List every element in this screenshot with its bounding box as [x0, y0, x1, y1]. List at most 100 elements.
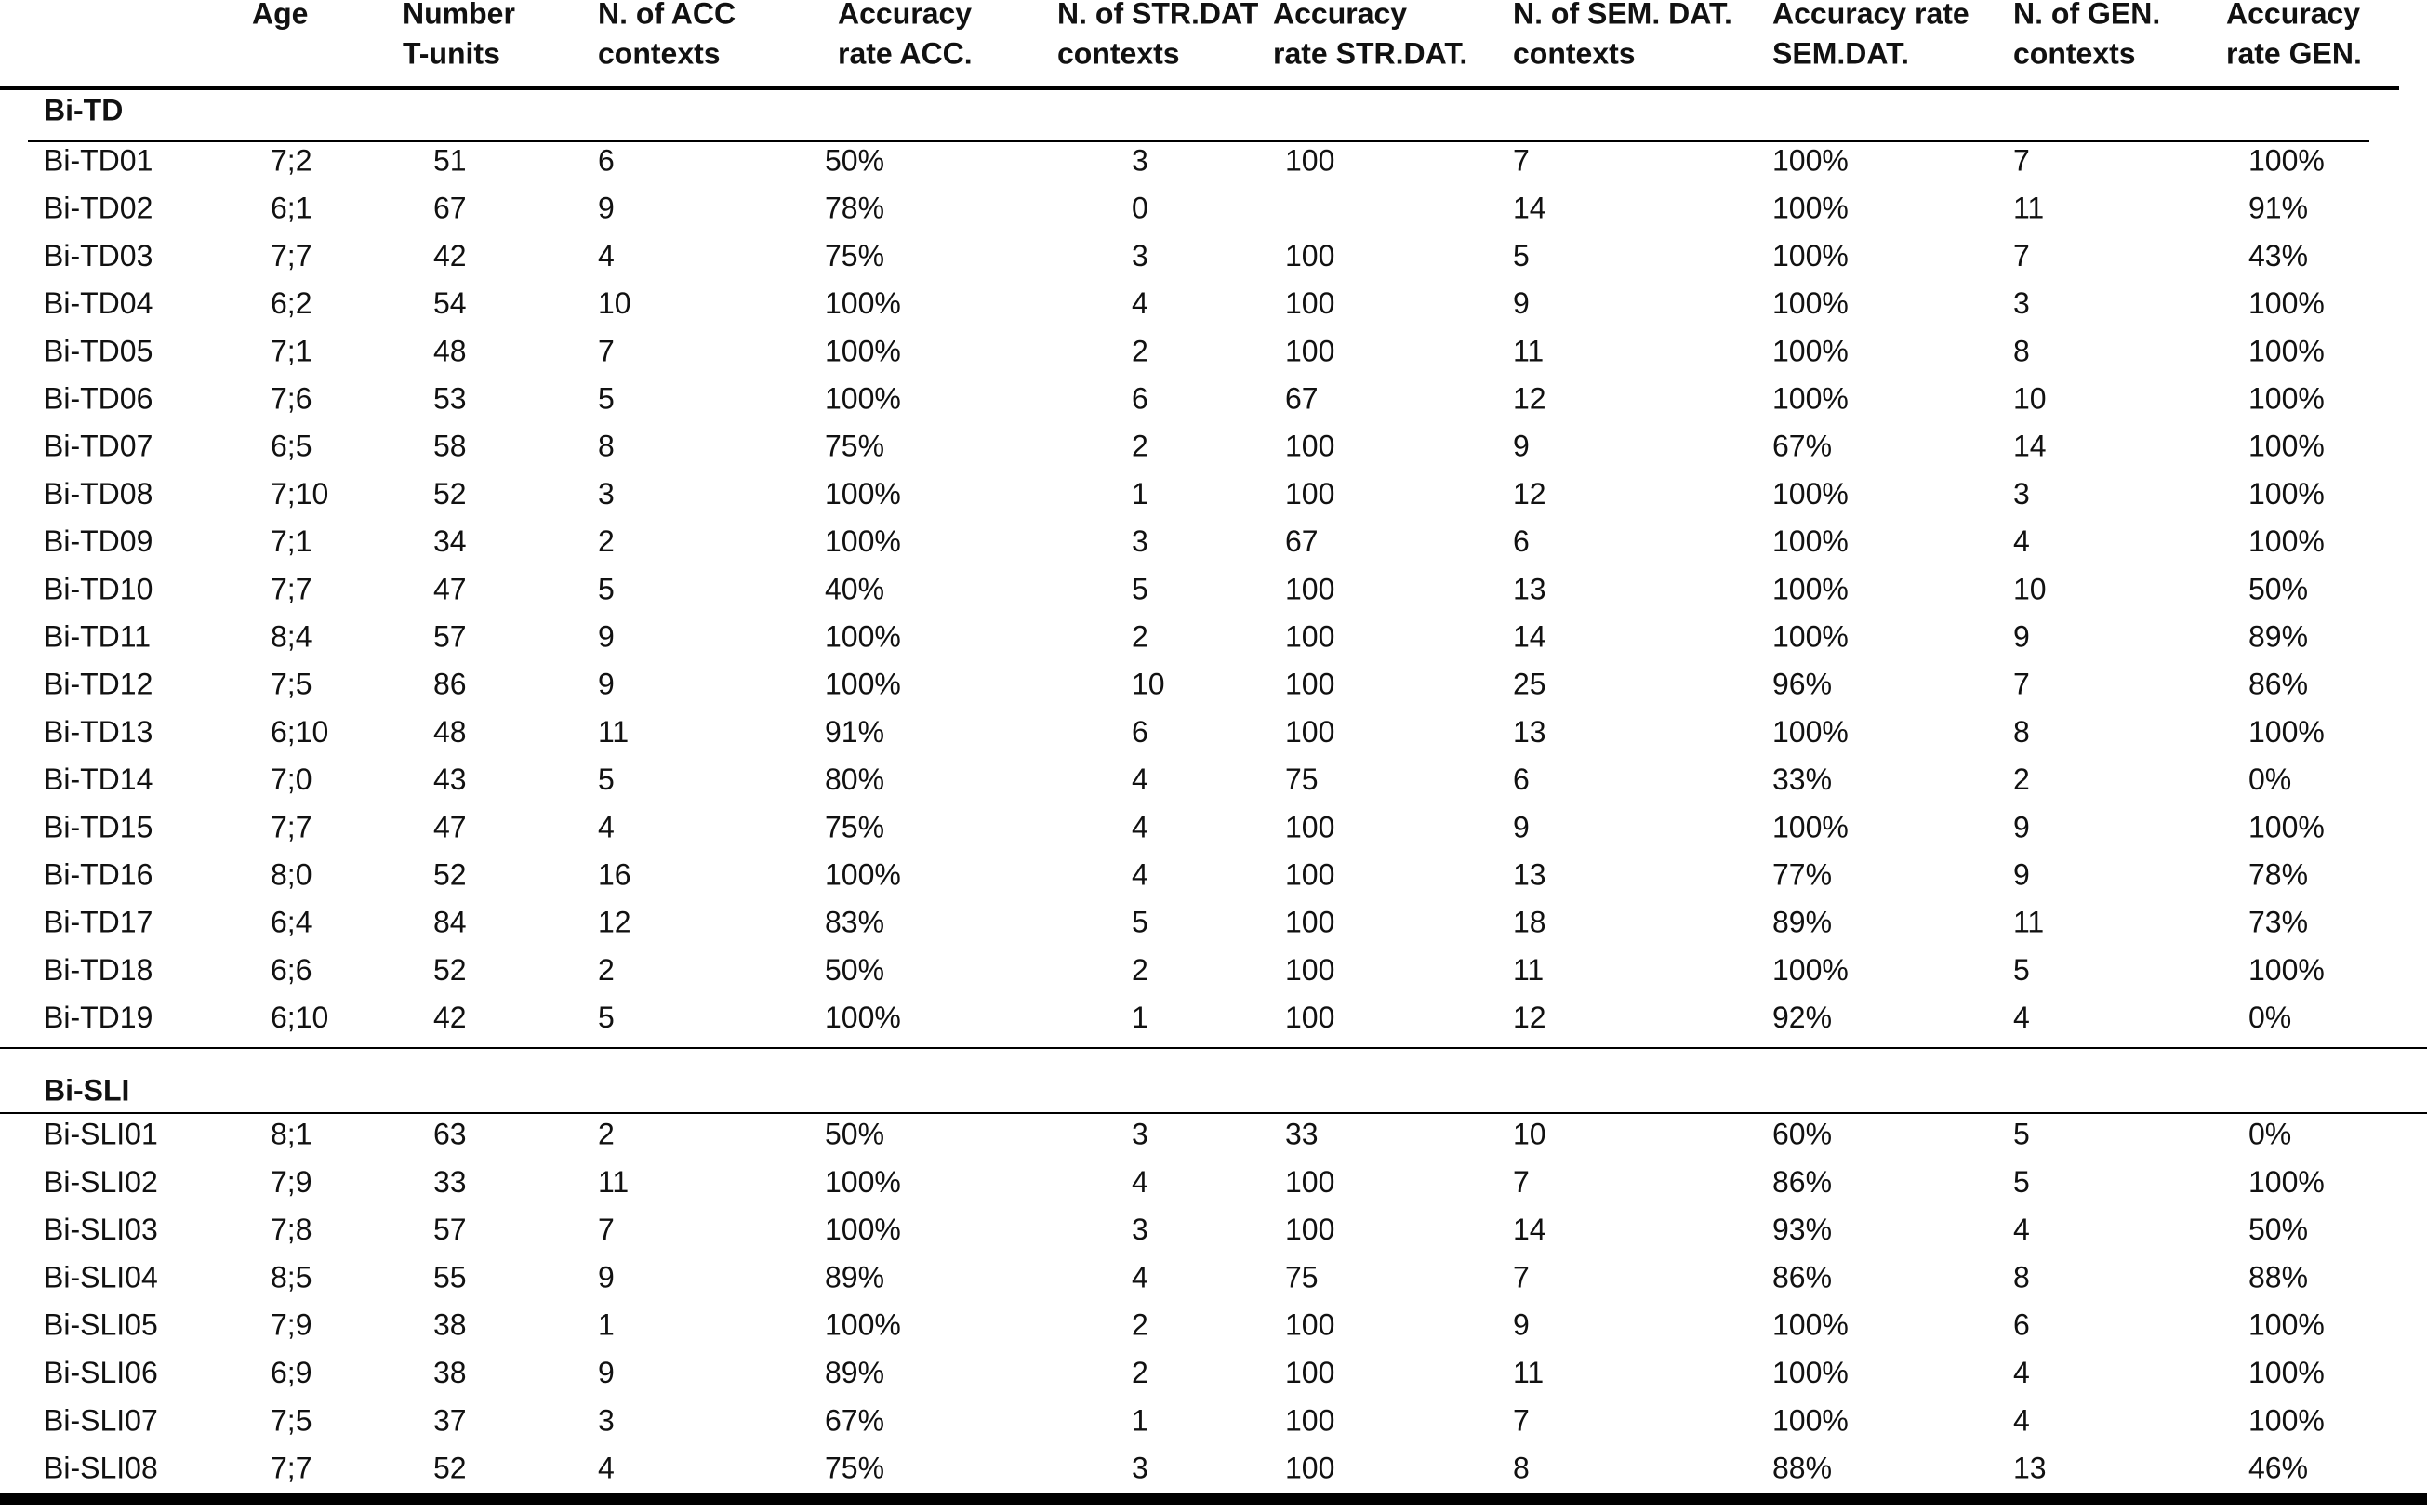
cell: 4 [598, 1452, 615, 1485]
cell: 43 [433, 763, 467, 796]
cell: 8 [2013, 1260, 2030, 1293]
row-label: Bi-TD17 [44, 906, 153, 939]
cell: 86 [433, 668, 467, 701]
cell: 9 [598, 1260, 615, 1293]
cell: 5 [598, 572, 615, 605]
row-label: Bi-SLI06 [44, 1356, 158, 1389]
cell: 7;1 [271, 524, 312, 558]
cell: 89% [1772, 906, 1832, 939]
cell: 12 [1513, 477, 1546, 511]
cell: 4 [1132, 810, 1148, 843]
cell: 100 [1285, 1001, 1334, 1034]
cell: 5 [2013, 1165, 2030, 1199]
cell: 38 [433, 1356, 467, 1389]
cell: 47 [433, 572, 467, 605]
cell: 88% [1772, 1452, 1832, 1485]
column-header: N. of SEM. DAT. [1513, 0, 1732, 30]
cell: 100 [1285, 572, 1334, 605]
cell: 100 [1285, 239, 1334, 272]
cell: 91% [2248, 192, 2308, 225]
cell: 4 [598, 239, 615, 272]
cell: 7 [1513, 1403, 1530, 1437]
column-header: rate GEN. [2226, 36, 2362, 70]
cell: 100 [1285, 430, 1334, 463]
cell: 6;6 [271, 953, 312, 987]
cell: 7;7 [271, 1452, 312, 1485]
cell: 100% [2248, 1403, 2325, 1437]
cell: 50% [825, 953, 884, 987]
cell: 63 [433, 1117, 467, 1150]
column-header: Accuracy [1273, 0, 1407, 30]
row-label: Bi-TD01 [44, 143, 153, 177]
cell: 1 [1132, 1403, 1148, 1437]
cell: 7;9 [271, 1165, 312, 1199]
column-header: N. of STR.DAT [1057, 0, 1259, 30]
cell: 7 [1513, 143, 1530, 177]
cell: 9 [1513, 1308, 1530, 1342]
cell: 100% [1772, 477, 1849, 511]
cell: 100% [1772, 572, 1849, 605]
cell: 100% [825, 1213, 901, 1246]
cell: 100% [1772, 619, 1849, 653]
row-label: Bi-TD19 [44, 1001, 153, 1034]
cell: 10 [598, 286, 631, 320]
cell: 2 [1132, 953, 1148, 987]
column-header: N. of GEN. [2013, 0, 2160, 30]
cell: 78% [2248, 857, 2308, 891]
cell: 8 [1513, 1452, 1530, 1485]
cell: 50% [825, 143, 884, 177]
cell: 8;0 [271, 857, 312, 891]
cell: 9 [598, 1356, 615, 1389]
cell: 6;4 [271, 906, 312, 939]
cell: 100% [825, 334, 901, 367]
cell: 54 [433, 286, 467, 320]
column-header: Accuracy [2226, 0, 2360, 30]
cell: 67 [1285, 524, 1319, 558]
cell: 1 [1132, 1001, 1148, 1034]
cell: 2 [1132, 1308, 1148, 1342]
cell: 37 [433, 1403, 467, 1437]
cell: 86% [1772, 1260, 1832, 1293]
cell: 100% [1772, 381, 1849, 415]
cell: 100 [1285, 334, 1334, 367]
cell: 43% [2248, 239, 2308, 272]
cell: 14 [1513, 192, 1546, 225]
cell: 100 [1285, 143, 1334, 177]
cell: 11 [1513, 953, 1544, 987]
cell: 100 [1285, 286, 1334, 320]
cell: 100% [1772, 143, 1849, 177]
cell: 6 [1132, 715, 1148, 749]
cell: 9 [1513, 810, 1530, 843]
cell: 100 [1285, 1403, 1334, 1437]
cell: 0% [2248, 1001, 2291, 1034]
cell: 7 [2013, 143, 2030, 177]
cell: 47 [433, 810, 467, 843]
cell: 6 [1513, 763, 1530, 796]
cell: 0% [2248, 763, 2291, 796]
cell: 75% [825, 810, 884, 843]
cell: 10 [2013, 381, 2047, 415]
cell: 2 [1132, 1356, 1148, 1389]
cell: 75% [825, 1452, 884, 1485]
cell: 8 [2013, 334, 2030, 367]
cell: 0% [2248, 1117, 2291, 1150]
column-header: rate ACC. [838, 36, 973, 70]
cell: 11 [598, 715, 629, 749]
cell: 53 [433, 381, 467, 415]
cell: 80% [825, 763, 884, 796]
cell: 100% [2248, 381, 2325, 415]
cell: 100 [1285, 953, 1334, 987]
cell: 8 [598, 430, 615, 463]
cell: 86% [1772, 1165, 1832, 1199]
cell: 1 [598, 1308, 615, 1342]
cell: 7;6 [271, 381, 312, 415]
cell: 7;7 [271, 810, 312, 843]
cell: 3 [1132, 524, 1148, 558]
cell: 4 [2013, 1356, 2030, 1389]
cell: 52 [433, 857, 467, 891]
cell: 4 [1132, 286, 1148, 320]
row-label: Bi-TD08 [44, 477, 153, 511]
cell: 2 [1132, 334, 1148, 367]
cell: 18 [1513, 906, 1546, 939]
